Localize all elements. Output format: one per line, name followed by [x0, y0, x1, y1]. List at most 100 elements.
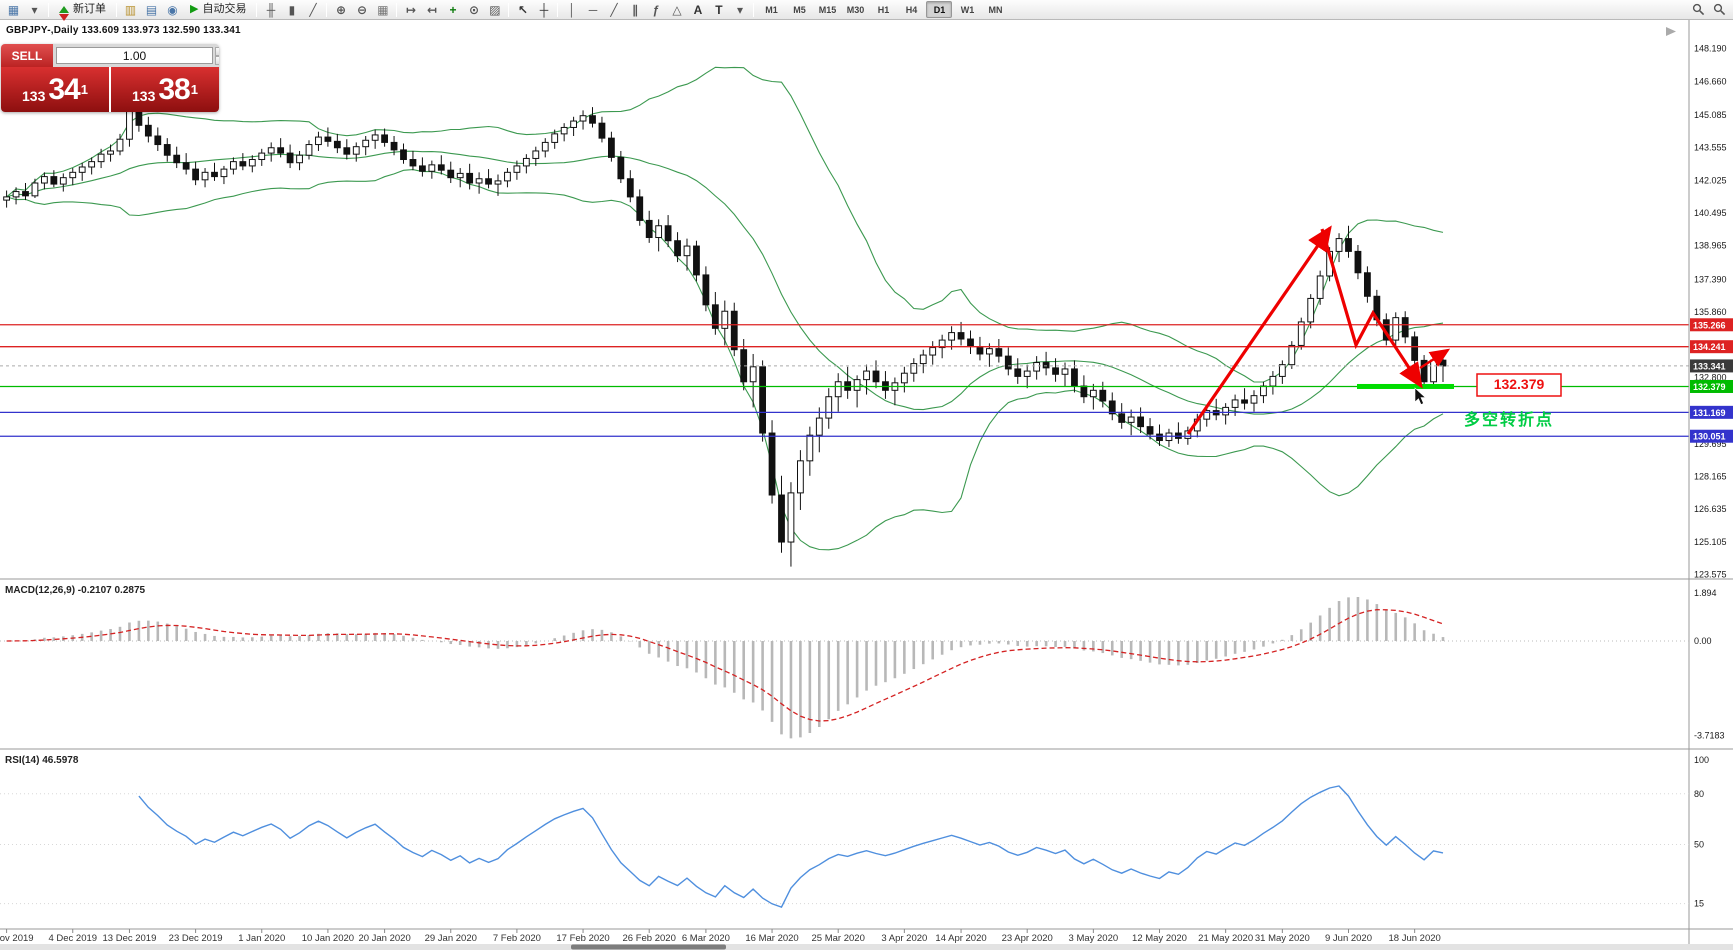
timeframe-button-d1[interactable]: D1 [926, 1, 953, 18]
support-zone-highlight[interactable] [1357, 383, 1454, 389]
timeframe-button-m1[interactable]: M1 [765, 4, 778, 15]
svg-text:140.495: 140.495 [1694, 208, 1727, 218]
svg-text:132.800: 132.800 [1694, 372, 1727, 382]
text-icon[interactable]: A [693, 2, 703, 17]
tile-windows-icon[interactable]: ▦ [377, 2, 389, 17]
svg-text:129.695: 129.695 [1694, 439, 1727, 449]
rsi-label: RSI(14) 46.5978 [5, 755, 79, 766]
price-tag-130-051: 130.051 [1690, 429, 1733, 443]
text-label-icon[interactable]: T [715, 2, 723, 17]
new-chart-icon[interactable]: ▦ [7, 2, 20, 17]
toolbar-separator [753, 2, 755, 17]
macd-indicator [0, 597, 1689, 739]
trend-arrow-down-zigzag[interactable] [1320, 228, 1423, 389]
timeframe-button-h4[interactable]: H4 [905, 4, 918, 15]
svg-text:25 Mar 2020: 25 Mar 2020 [812, 933, 865, 944]
buy-price-whole: 133 [132, 87, 156, 104]
line-chart-icon[interactable]: ╱ [309, 2, 317, 17]
sell-label-button[interactable]: SELL [1, 44, 53, 67]
svg-text:123.575: 123.575 [1694, 570, 1727, 580]
cursor-icon[interactable]: ↖ [517, 2, 528, 17]
arrows-tool-icon[interactable]: ▾ [736, 2, 743, 17]
svg-text:143.555: 143.555 [1694, 143, 1727, 153]
chart-symbol-title: GBPJPY-,Daily 133.609 133.973 132.590 13… [6, 25, 241, 36]
autotrading-button[interactable]: ▶ 自动交易 [183, 1, 253, 19]
svg-text:14 Apr 2020: 14 Apr 2020 [935, 933, 986, 944]
h-scrollbar-track[interactable] [0, 944, 1733, 950]
sell-price-pips: 34 [48, 72, 80, 106]
price-level-label[interactable]: 132.379 [1476, 373, 1562, 397]
svg-text:137.390: 137.390 [1694, 274, 1727, 284]
auto-scroll-icon[interactable]: ↦ [405, 2, 416, 17]
market-watch-icon[interactable]: ▥ [124, 2, 137, 17]
zoom-out-icon[interactable]: ⊖ [356, 2, 367, 17]
svg-text:146.660: 146.660 [1694, 76, 1727, 86]
price-tag-135-266: 135.266 [1690, 318, 1733, 332]
price-tag-134-241: 134.241 [1690, 340, 1733, 354]
shapes-icon[interactable]: △ [672, 2, 682, 17]
timeframe-button-m15[interactable]: M15 [818, 4, 837, 15]
vertical-line-icon[interactable]: │ [568, 2, 576, 17]
equidistant-channel-icon[interactable]: ∥ [631, 2, 638, 17]
crosshair-icon[interactable]: ┼ [539, 2, 549, 17]
annotation-text[interactable]: 多空转折点 [1464, 410, 1554, 429]
timeframe-button-m30[interactable]: M30 [846, 4, 865, 15]
svg-text:145.085: 145.085 [1694, 110, 1727, 120]
macd-label: MACD(12,26,9) -0.2107 0.2875 [5, 585, 146, 596]
macd-scale-label: 1.894 [1694, 588, 1717, 598]
trend-arrow-up[interactable] [1186, 225, 1332, 435]
svg-text:134.241: 134.241 [1693, 342, 1726, 352]
volume-control: ▲ ▼ [53, 44, 219, 67]
fibonacci-icon[interactable]: ƒ [652, 2, 660, 17]
toolbar-separator [116, 2, 117, 17]
navigator-icon[interactable]: ▤ [145, 2, 158, 17]
buy-price-point: 1 [190, 82, 198, 97]
rsi-scale-label: 15 [1694, 899, 1704, 909]
svg-text:128.165: 128.165 [1694, 472, 1727, 482]
svg-text:3 May 2020: 3 May 2020 [1069, 933, 1119, 944]
rsi-indicator [0, 785, 1689, 908]
timeframe-button-w1[interactable]: W1 [960, 4, 975, 15]
trend-arrow-small-up[interactable] [1419, 348, 1451, 370]
volume-increase-button[interactable]: ▲ [215, 46, 219, 56]
svg-text:138.965: 138.965 [1694, 241, 1727, 251]
toolbar-separator [48, 2, 49, 17]
candlestick-chart-icon[interactable]: ▮ [288, 2, 296, 17]
svg-text:26 Feb 2020: 26 Feb 2020 [623, 933, 676, 944]
volume-decrease-button[interactable]: ▼ [215, 55, 219, 65]
svg-text:131.169: 131.169 [1693, 408, 1726, 418]
candlestick-series [3, 96, 1447, 567]
macd-scale-label: -3.7183 [1694, 730, 1725, 740]
profiles-icon[interactable]: ▾ [31, 2, 38, 17]
terminal-icon[interactable]: ◉ [167, 2, 178, 17]
bar-chart-icon[interactable]: ╫ [266, 2, 276, 17]
templates-icon[interactable]: ▨ [489, 2, 501, 17]
search-symbol-icon[interactable] [1688, 1, 1709, 19]
svg-text:142.025: 142.025 [1694, 175, 1727, 185]
trendline-icon[interactable]: ╱ [610, 2, 618, 17]
time-axis: 25 Nov 2019 4 Dec 2019 13 Dec 2019 23 Dec 2… [0, 929, 1441, 944]
sell-price-whole: 133 [22, 87, 46, 104]
svg-text:17 Feb 2020: 17 Feb 2020 [556, 933, 609, 944]
new-order-button[interactable]: 新订单 [52, 1, 113, 21]
svg-text:125.105: 125.105 [1694, 537, 1727, 547]
h-scrollbar-thumb[interactable] [571, 944, 726, 950]
periods-icon[interactable]: ⊙ [468, 2, 479, 17]
horizontal-line-icon[interactable]: ─ [588, 2, 598, 17]
volume-input[interactable] [56, 47, 213, 64]
chart-shift-icon[interactable]: ↤ [426, 2, 437, 17]
timeframe-button-m5[interactable]: M5 [793, 4, 806, 15]
sell-price-button[interactable]: 133 34 1 [1, 67, 109, 112]
buy-price-button[interactable]: 133 38 1 [111, 67, 219, 112]
indicators-add-icon[interactable]: + [449, 2, 457, 17]
svg-text:135.266: 135.266 [1693, 320, 1726, 330]
zoom-in-icon[interactable]: ⊕ [335, 2, 346, 17]
scroll-to-end-marker[interactable] [1666, 27, 1676, 36]
svg-text:13 Dec 2019: 13 Dec 2019 [103, 933, 157, 944]
quick-nav-icon[interactable] [1709, 1, 1730, 19]
timeframe-button-mn[interactable]: MN [988, 4, 1003, 15]
timeframe-button-h1[interactable]: H1 [877, 4, 890, 15]
sell-price-point: 1 [80, 82, 88, 97]
